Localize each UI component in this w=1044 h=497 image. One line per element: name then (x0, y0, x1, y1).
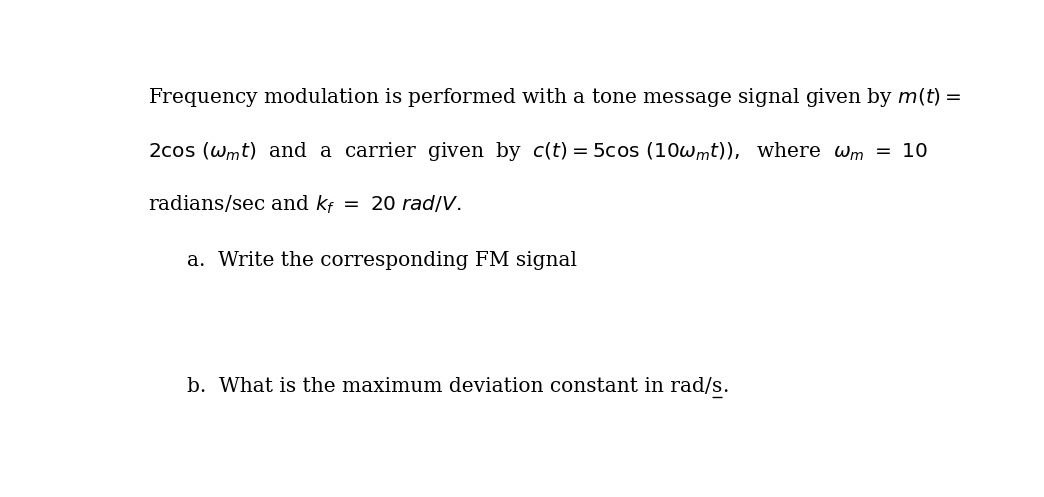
Text: Frequency modulation is performed with a tone message signal given by $m(t) =$: Frequency modulation is performed with a… (148, 86, 962, 109)
Text: b.  What is the maximum deviation constant in rad/: b. What is the maximum deviation constan… (187, 377, 712, 396)
Text: .: . (722, 377, 729, 396)
Text: $2\cos\,(\omega_m t)$  and  a  carrier  given  by  $c(t) = 5\cos\,(10\omega_m t): $2\cos\,(\omega_m t)$ and a carrier give… (148, 140, 928, 163)
Text: radians/sec and $k_f\ =\ 20\;rad/V.$: radians/sec and $k_f\ =\ 20\;rad/V.$ (148, 193, 461, 216)
Text: s: s (712, 377, 722, 396)
Text: a.  Write the corresponding FM signal: a. Write the corresponding FM signal (187, 251, 577, 270)
